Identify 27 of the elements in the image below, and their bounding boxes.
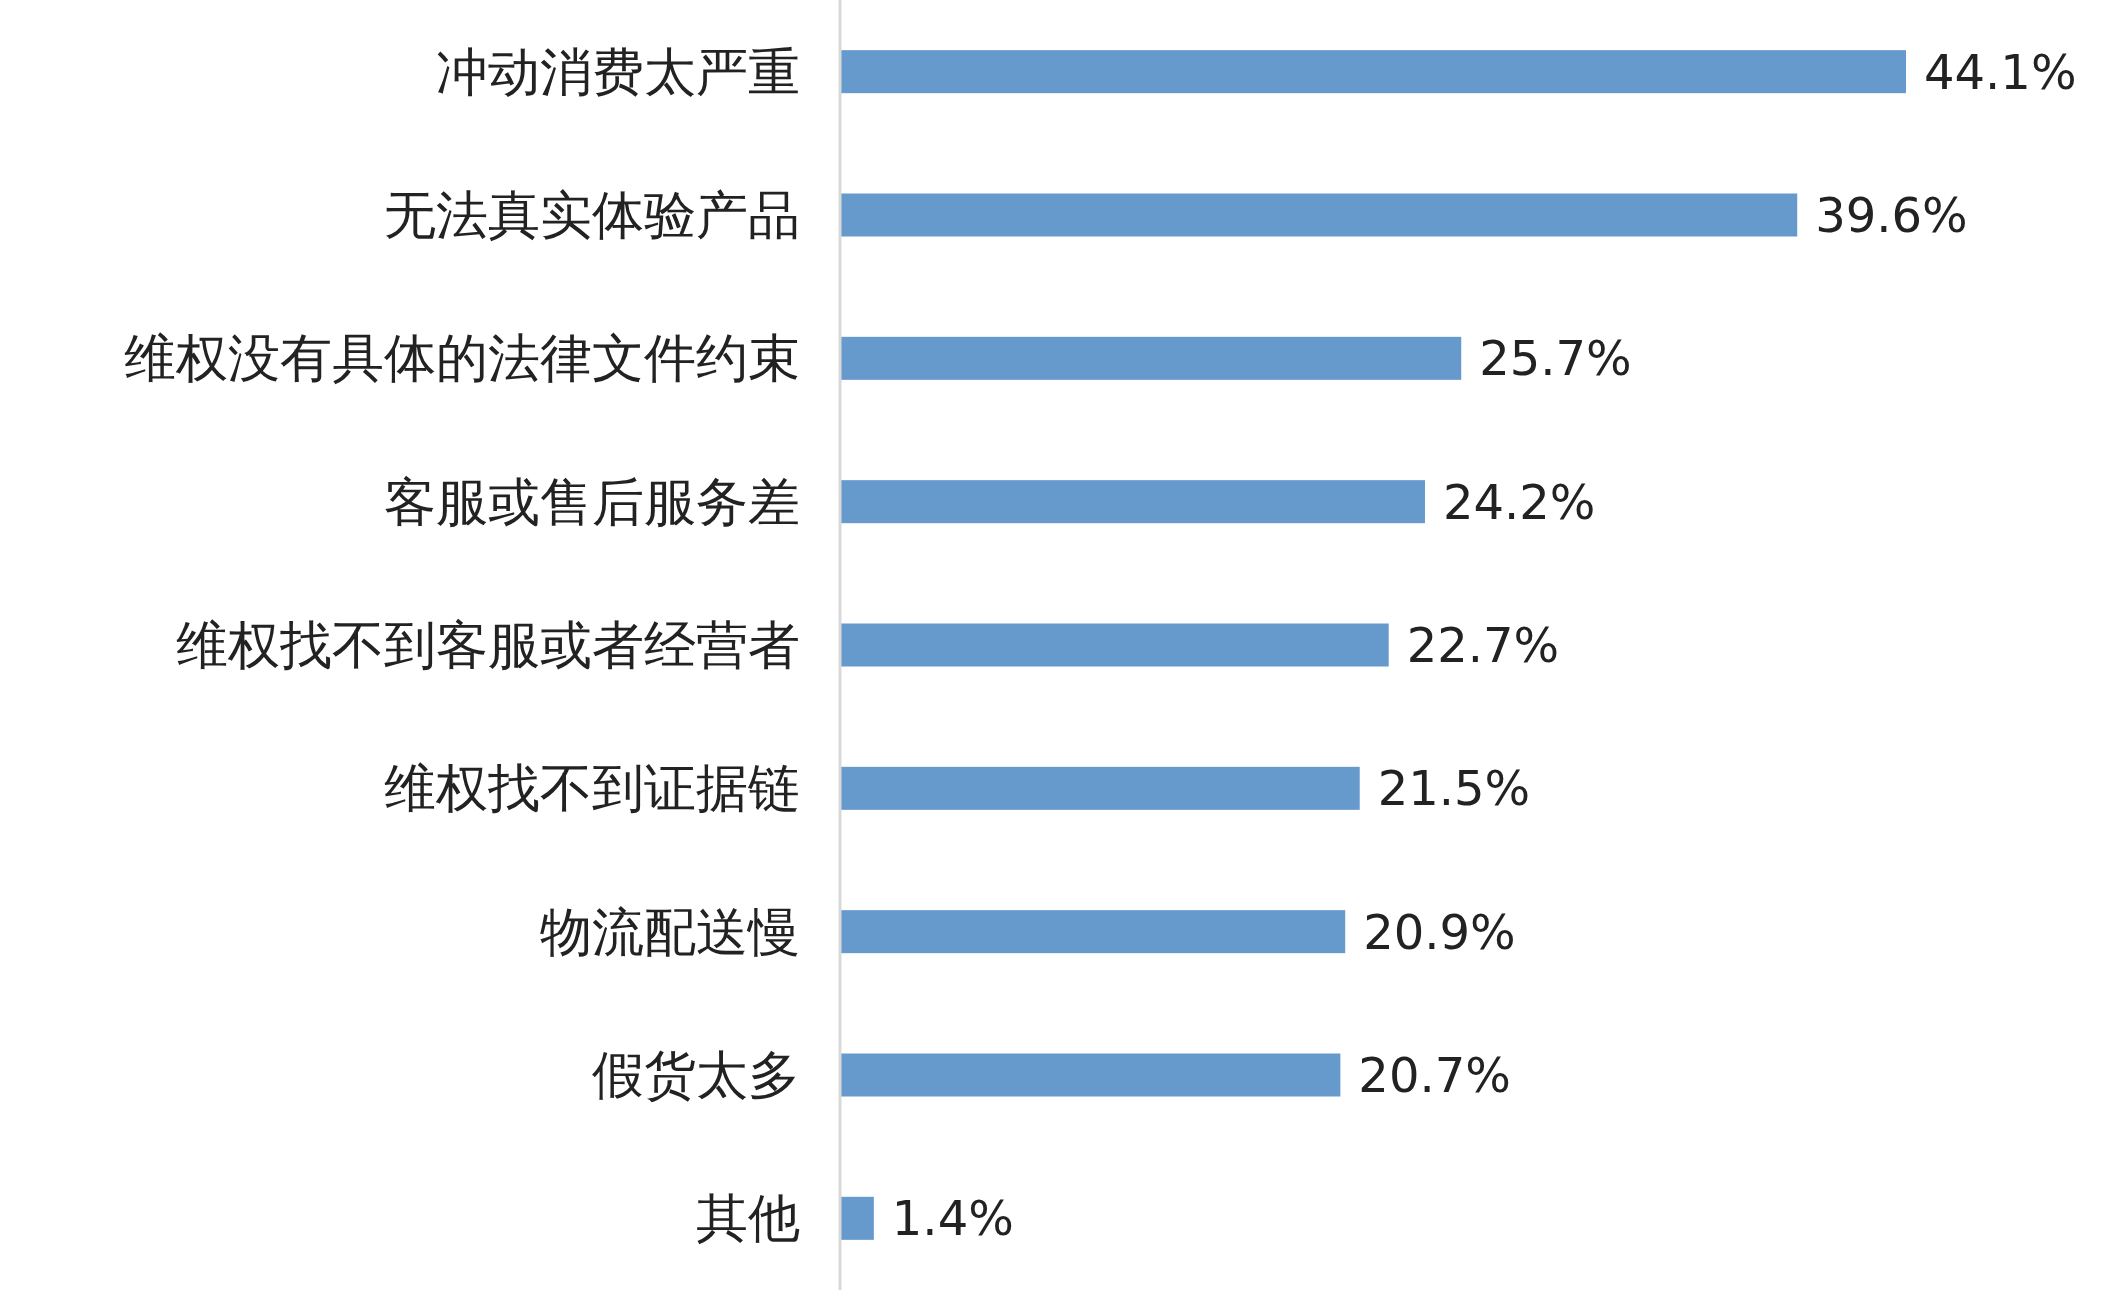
bar: [840, 336, 1462, 380]
y-tick-label: 假货太多: [592, 1045, 800, 1105]
bar: [840, 623, 1389, 667]
data-label: 39.6%: [1815, 187, 1968, 243]
bar: [840, 1053, 1341, 1097]
data-label: 24.2%: [1442, 473, 1596, 530]
y-tick-label: 无法真实体验产品: [384, 185, 800, 245]
bar: [840, 766, 1360, 810]
data-label: 20.9%: [1363, 903, 1516, 960]
y-tick-label: 冲动消费太严重: [436, 41, 800, 102]
y-tick-label: 其他: [696, 1188, 800, 1249]
y-tick-label: 维权没有具体的法律文件约束: [124, 328, 800, 389]
data-label: 44.1%: [1924, 43, 2077, 100]
y-tick-label: 维权找不到证据链: [384, 758, 800, 819]
data-label: 25.7%: [1479, 330, 1632, 387]
bar: [840, 1196, 874, 1240]
y-tick-label: 物流配送慢: [540, 901, 800, 962]
bar: [840, 193, 1798, 237]
y-tick-label: 客服或售后服务差: [384, 471, 800, 532]
data-label: 21.5%: [1377, 760, 1531, 817]
data-label: 22.7%: [1406, 617, 1560, 673]
data-label: 1.4%: [891, 1190, 1014, 1247]
y-tick-label: 维权找不到客服或者经营者: [176, 615, 800, 675]
bar: [840, 910, 1346, 954]
bar: [840, 480, 1425, 524]
data-label: 20.7%: [1358, 1047, 1511, 1103]
bar: [840, 50, 1906, 94]
